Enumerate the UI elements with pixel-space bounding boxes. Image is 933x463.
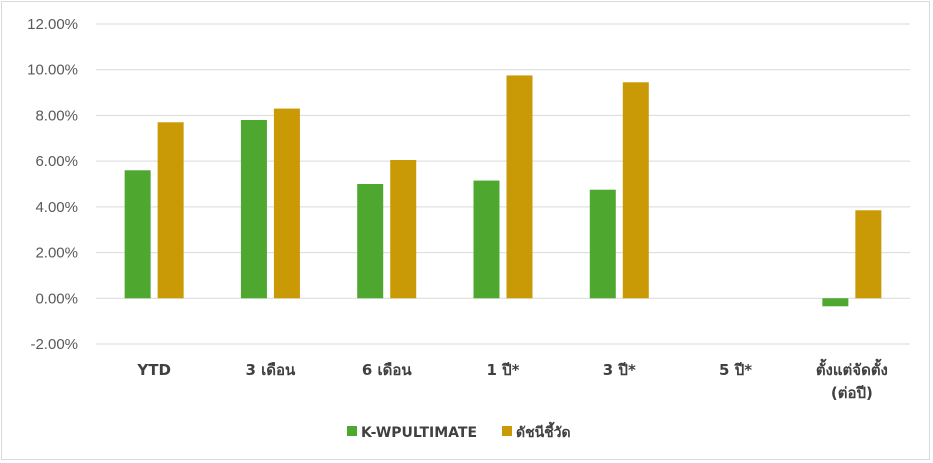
bar-benchmark xyxy=(273,108,300,299)
x-tick-label: 1 ปี* xyxy=(486,361,519,379)
y-tick-label: 4.00% xyxy=(35,199,78,216)
x-tick-label: 3 เดือน xyxy=(246,361,297,379)
y-axis-tick-labels: -2.00% 0.00% 2.00% 4.00% 6.00% 8.00% 10.00% 12.… xyxy=(27,16,78,353)
bar-benchmark xyxy=(622,82,649,299)
y-tick-label: 2.00% xyxy=(35,245,78,262)
gridlines xyxy=(96,23,910,345)
bar-benchmark xyxy=(390,160,417,299)
y-tick-label: 6.00% xyxy=(35,153,78,170)
y-tick-label: -2.00% xyxy=(30,336,78,353)
bar-fund xyxy=(473,180,500,299)
x-tick-label: 5 ปี* xyxy=(719,361,752,379)
bar-benchmark xyxy=(506,75,533,299)
x-tick-label: YTD xyxy=(136,361,171,379)
bars xyxy=(124,75,882,307)
bar-fund xyxy=(357,184,384,299)
legend-label: ดัชนีชี้วัด xyxy=(516,421,571,441)
bar-fund xyxy=(822,298,849,307)
bar-fund xyxy=(124,170,151,299)
y-tick-label: 10.00% xyxy=(27,62,78,79)
bar-fund xyxy=(240,120,267,299)
y-tick-label: 12.00% xyxy=(27,16,78,33)
bar-fund xyxy=(589,189,616,299)
x-tick-label: ตั้งแต่จัดตั้ง xyxy=(816,358,888,379)
y-tick-label: 8.00% xyxy=(35,107,78,124)
x-tick-label: (ต่อปี) xyxy=(831,384,873,402)
x-tick-label: 3 ปี* xyxy=(603,361,636,379)
bar-benchmark xyxy=(157,122,184,299)
legend-swatch xyxy=(502,426,512,436)
bar-benchmark xyxy=(855,210,882,299)
x-tick-label: 6 เดือน xyxy=(362,361,413,379)
legend-label: K-WPULTIMATE xyxy=(361,425,477,441)
legend-swatch xyxy=(347,426,357,436)
legend: K-WPULTIMATE ดัชนีชี้วัด xyxy=(347,421,571,441)
x-axis-tick-labels: YTD 3 เดือน 6 เดือน 1 ปี* 3 ปี* 5 ปี* ตั้งแต่จ… xyxy=(136,358,888,402)
y-tick-label: 0.00% xyxy=(35,290,78,307)
